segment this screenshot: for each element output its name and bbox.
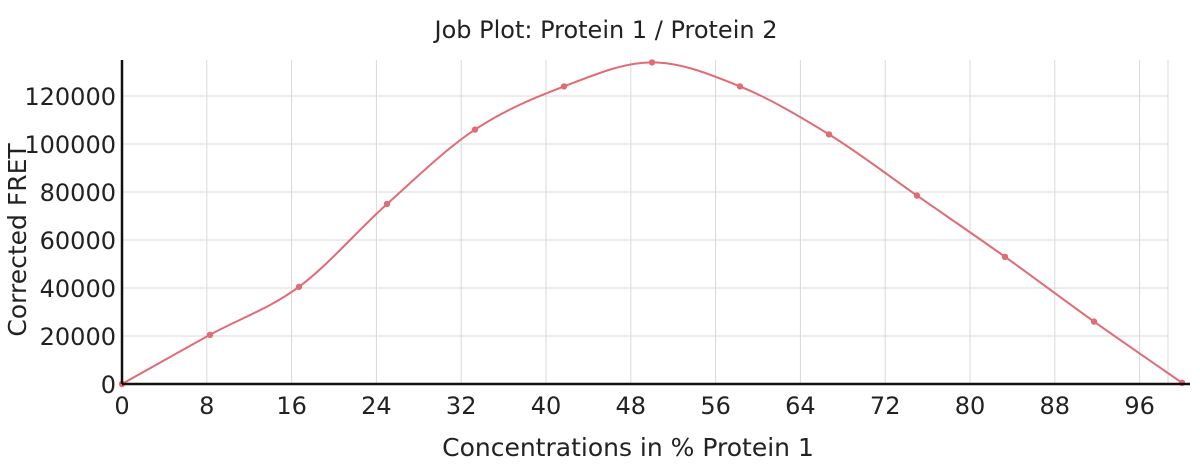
grid-layer	[122, 60, 1169, 384]
series-layer	[118, 59, 1186, 388]
data-point	[471, 126, 479, 133]
data-point	[736, 83, 744, 90]
x-tick-label: 32	[446, 392, 477, 420]
x-tick-label: 24	[361, 392, 392, 420]
y-axis-label: Corrected FRET	[3, 143, 32, 337]
y-tick-label: 20000	[40, 323, 116, 351]
data-point	[560, 83, 568, 90]
data-point	[913, 192, 921, 199]
x-tick-label: 8	[199, 392, 214, 420]
x-axis-label: Concentrations in % Protein 1	[442, 433, 814, 462]
y-tick-label: 100000	[24, 131, 116, 159]
y-tick-label: 60000	[40, 227, 116, 255]
y-tick-label: 120000	[24, 83, 116, 111]
x-tick-label: 16	[276, 392, 307, 420]
x-tick-label: 88	[1040, 392, 1071, 420]
data-point	[206, 331, 214, 338]
data-point	[383, 200, 391, 208]
x-tick-label: 96	[1124, 392, 1155, 420]
x-tick-label: 0	[114, 392, 129, 420]
data-point	[648, 59, 656, 66]
data-point	[1001, 253, 1009, 260]
x-tick-label: 64	[785, 392, 816, 420]
data-point	[295, 283, 303, 290]
x-tick-label: 72	[870, 392, 901, 420]
x-tick-label: 40	[531, 392, 562, 420]
y-tick-label: 40000	[40, 275, 116, 303]
y-tick-label: 80000	[40, 179, 116, 207]
x-tick-label: 80	[955, 392, 986, 420]
x-tick-label: 48	[616, 392, 647, 420]
data-point	[825, 131, 833, 138]
axis-layer: 0 8 16 24 32 40 48 56 64 72 80 88 96 0 20000 40000 60000…	[24, 60, 1190, 420]
data-point	[1090, 318, 1098, 325]
chart-title: Job Plot: Protein 1 / Protein 2	[433, 16, 778, 44]
y-tick-label: 0	[101, 371, 116, 399]
x-tick-label: 56	[700, 392, 731, 420]
